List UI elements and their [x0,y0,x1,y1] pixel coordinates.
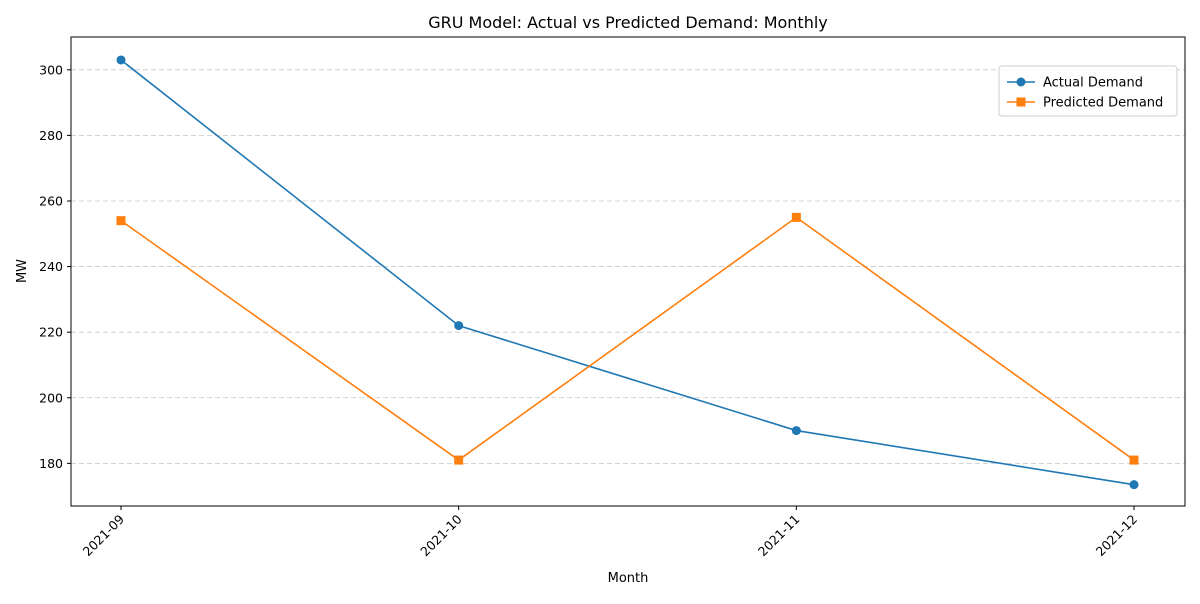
y-tick-label: 280 [39,128,63,143]
data-point-actual-demand [116,55,126,65]
y-tick-label: 260 [39,193,63,208]
y-axis-label: MW [15,259,30,283]
series-actual-demand [116,55,1139,490]
series-layer [116,55,1139,490]
x-axis-label: Month [608,571,649,586]
data-point-actual-demand [454,321,464,331]
plot-frame [70,36,1186,507]
legend-marker-predicted-demand [1016,97,1026,107]
series-line-actual-demand [120,59,1135,486]
chart-title: GRU Model: Actual vs Predicted Demand: M… [428,13,828,32]
data-point-actual-demand [1129,480,1139,490]
legend-label-predicted-demand: Predicted Demand [1043,96,1163,111]
y-tick-label: 200 [39,390,63,405]
legend-label-actual-demand: Actual Demand [1043,76,1143,91]
y-tick-label: 220 [39,325,63,340]
legend: Actual Demand Predicted Demand [998,65,1178,117]
data-point-predicted-demand [791,212,801,222]
data-point-actual-demand [791,426,801,436]
data-point-predicted-demand [116,216,126,226]
series-line-predicted-demand [120,216,1135,461]
legend-marker-actual-demand [1016,77,1026,87]
data-point-predicted-demand [1129,455,1139,465]
y-tick-label: 300 [39,62,63,77]
series-predicted-demand [116,212,1139,465]
data-point-predicted-demand [454,455,464,465]
y-tick-label: 240 [39,259,63,274]
legend-box [998,65,1178,117]
y-tick-label: 180 [39,456,63,471]
